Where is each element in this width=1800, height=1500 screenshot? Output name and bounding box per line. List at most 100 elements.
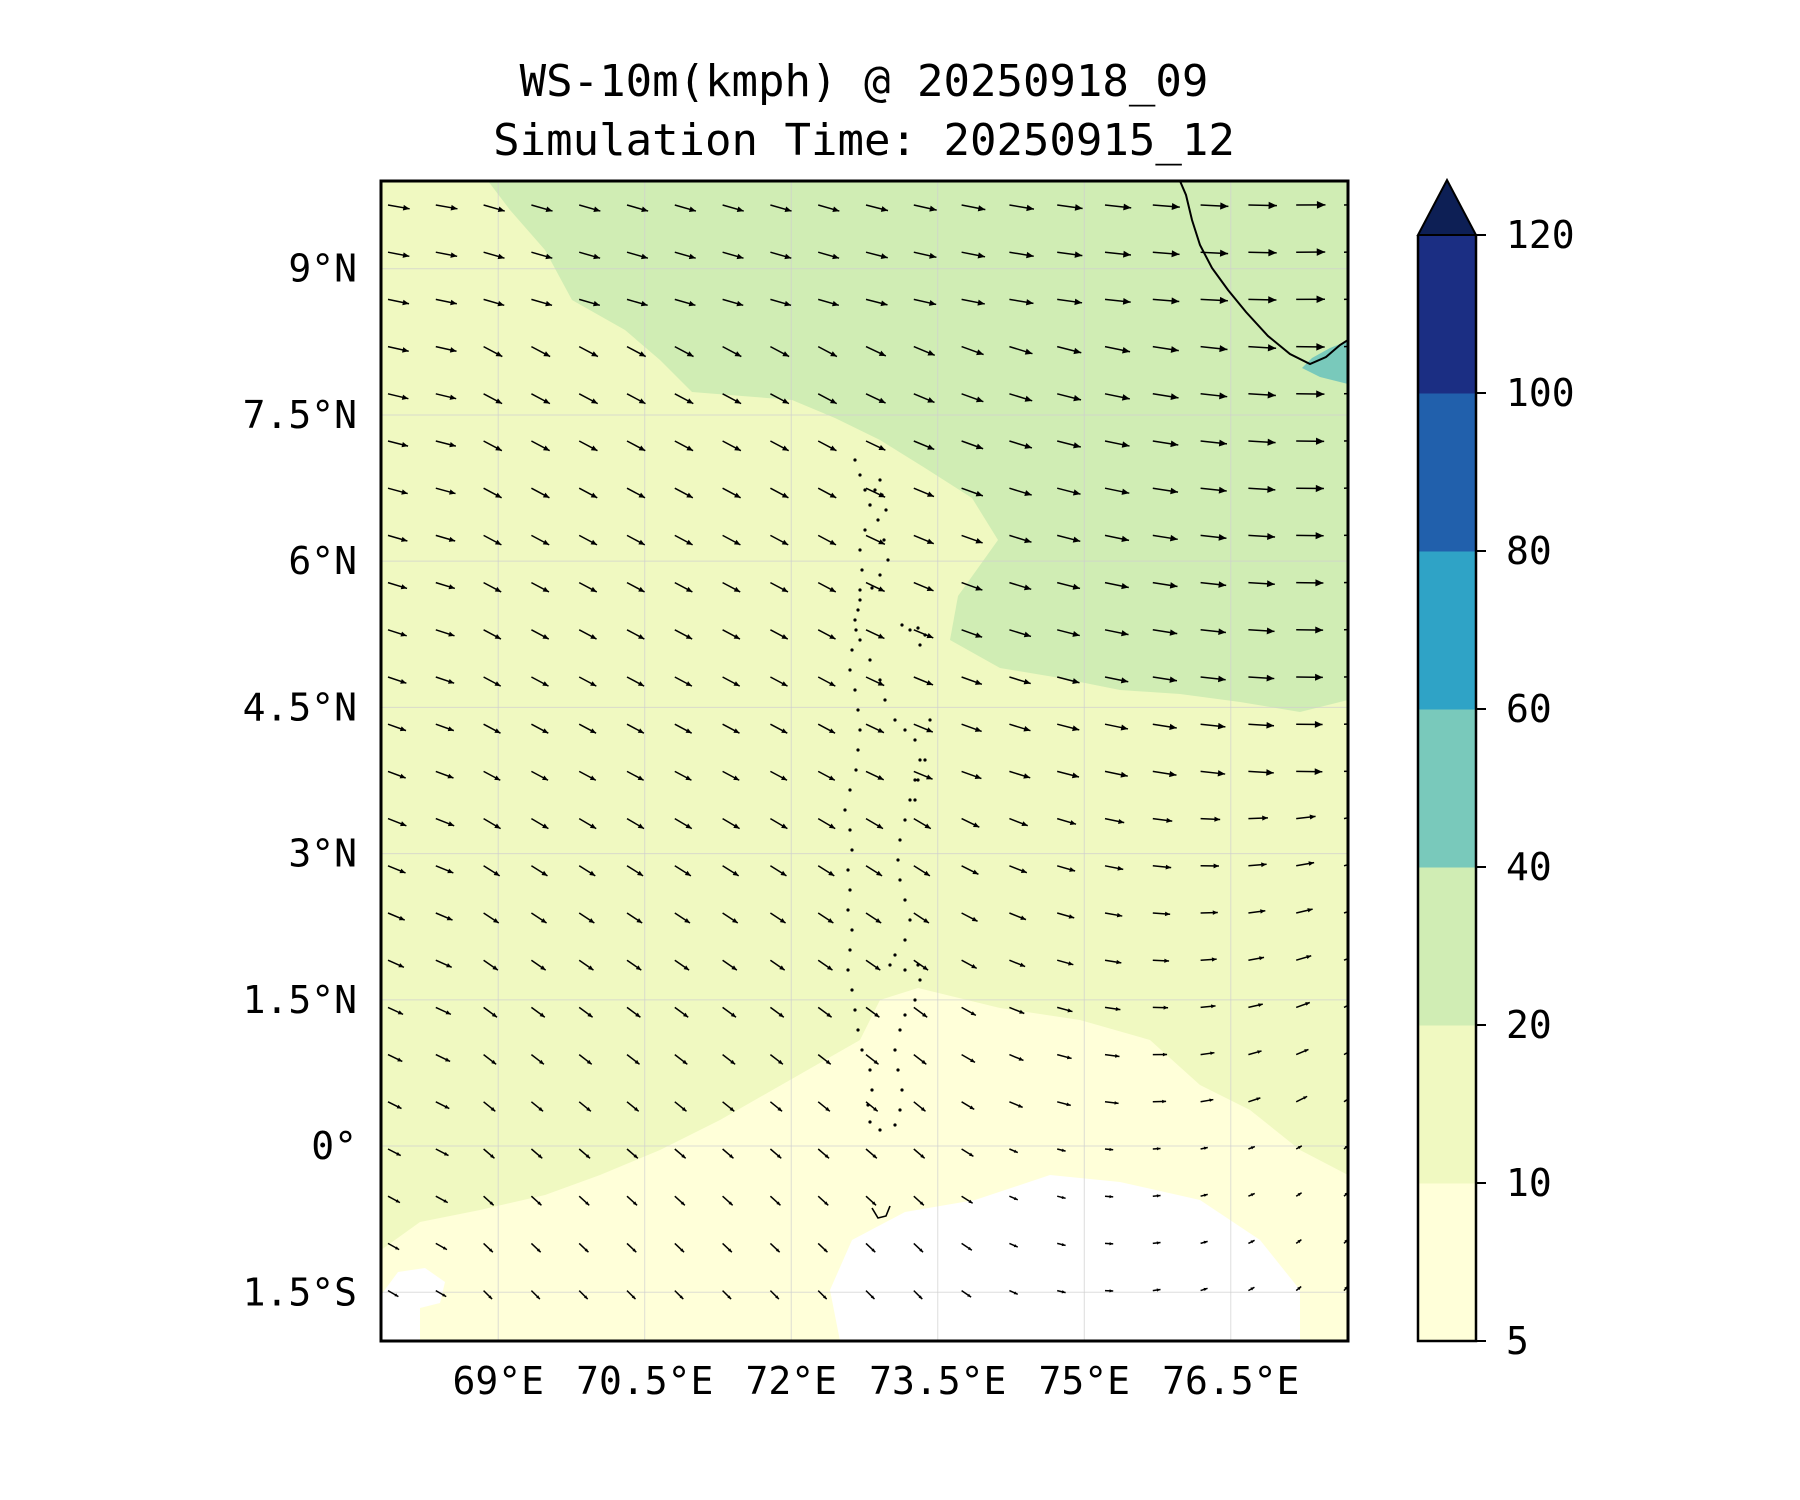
wind-arrow [1248, 1286, 1255, 1292]
wind-arrow [531, 629, 550, 640]
wind-arrow [626, 912, 643, 924]
wind-arrow [435, 912, 453, 921]
wind-arrow [578, 676, 597, 687]
wind-arrow [722, 251, 744, 260]
island-dot [846, 968, 850, 972]
wind-arrow [1009, 251, 1034, 259]
wind-arrow [578, 629, 597, 640]
wind-arrow [1057, 581, 1081, 590]
wind-arrow [626, 723, 645, 734]
island-dot [850, 928, 854, 932]
wind-arrow [1009, 204, 1035, 212]
wind-arrow [626, 770, 645, 781]
wind-arrow [1104, 912, 1123, 918]
wind-arrow [1104, 770, 1128, 778]
wind-arrow [674, 251, 696, 260]
wind-arrow [1248, 580, 1275, 588]
wind-arrow [817, 345, 838, 358]
island-dot [868, 503, 872, 507]
wind-arrow [483, 629, 502, 640]
colorbar-segment [1418, 393, 1476, 552]
wind-arrow [961, 487, 984, 497]
wind-arrow [387, 1242, 400, 1251]
wind-arrow [1057, 1242, 1066, 1247]
island-dot [858, 728, 862, 732]
y-tick-label: 7.5°N [243, 393, 357, 437]
colorbar-label: 10 [1506, 1161, 1552, 1205]
island-dot [908, 918, 912, 922]
wind-arrow [769, 1290, 780, 1300]
wind-arrow [913, 251, 937, 259]
wind-arrow [387, 393, 409, 400]
wind-arrow [1200, 628, 1227, 636]
wind-arrow [1248, 1239, 1255, 1245]
wind-arrow [387, 298, 410, 306]
wind-arrow [578, 345, 599, 358]
wind-arrow [1057, 723, 1080, 732]
wind-arrow [626, 865, 644, 877]
wind-arrow [1248, 248, 1277, 257]
wind-arrow [913, 912, 930, 924]
wind-arrow [578, 817, 597, 830]
colorbar-segment [1418, 235, 1476, 394]
wind-arrow [1152, 676, 1178, 683]
wind-arrow [1248, 862, 1267, 868]
wind-arrow [913, 440, 935, 451]
wind-arrow [1296, 673, 1323, 681]
title-line-2: Simulation Time: 20250915_12 [493, 115, 1235, 166]
wind-arrow [1009, 1006, 1025, 1015]
wind-arrow [626, 629, 645, 640]
wind-arrow [1057, 251, 1083, 258]
wind-arrow [1248, 627, 1275, 635]
wind-arrow [626, 1195, 638, 1206]
island-dot [893, 1123, 897, 1127]
island-dot [873, 488, 877, 492]
island-dot [903, 1013, 907, 1017]
wind-arrow [961, 1006, 977, 1017]
wind-arrow [387, 959, 405, 968]
wind-arrow [1009, 959, 1026, 968]
wind-arrow [1248, 1050, 1262, 1056]
wind-arrow [1343, 1004, 1348, 1009]
wind-arrow [435, 440, 457, 448]
wind-arrow [483, 440, 503, 452]
island-dot [848, 888, 852, 892]
y-tick-label: 1.5°S [243, 1270, 357, 1314]
wind-arrow [1248, 815, 1268, 821]
island-dot [843, 808, 847, 812]
wind-arrow [865, 629, 885, 640]
wind-arrow [1295, 1001, 1311, 1009]
wind-arrow [913, 817, 932, 830]
island-dot [878, 573, 882, 577]
wind-arrow [1343, 1098, 1348, 1103]
wind-arrow [578, 865, 596, 877]
wind-arrow [1200, 1193, 1208, 1197]
wind-arrow [531, 865, 548, 877]
wind-arrow [770, 298, 792, 307]
wind-arrow [865, 1006, 880, 1018]
wind-arrow [1104, 203, 1132, 211]
wind-arrow [435, 817, 455, 827]
wind-arrow [1104, 534, 1130, 543]
wind-arrow [817, 534, 837, 546]
wind-arrow [1248, 533, 1276, 541]
island-dot [913, 778, 917, 782]
wind-arrow [722, 487, 741, 499]
wind-arrow [865, 298, 888, 307]
wind-arrow [1296, 248, 1326, 256]
wind-arrow [817, 1054, 832, 1065]
wind-arrow [913, 629, 934, 639]
wind-arrow [1200, 296, 1228, 304]
wind-arrow [674, 723, 693, 734]
wind-arrow [1152, 864, 1172, 870]
wind-arrow [1200, 486, 1227, 494]
wind-arrow [817, 865, 835, 877]
wind-arrow [865, 770, 885, 781]
wind-arrow [770, 393, 790, 405]
wind-arrow [817, 487, 837, 499]
island-dot [898, 878, 902, 882]
wind-arrow [961, 393, 984, 403]
wind-arrow [722, 298, 744, 307]
wind-arrow [578, 298, 601, 307]
wind-arrow [1296, 343, 1325, 351]
